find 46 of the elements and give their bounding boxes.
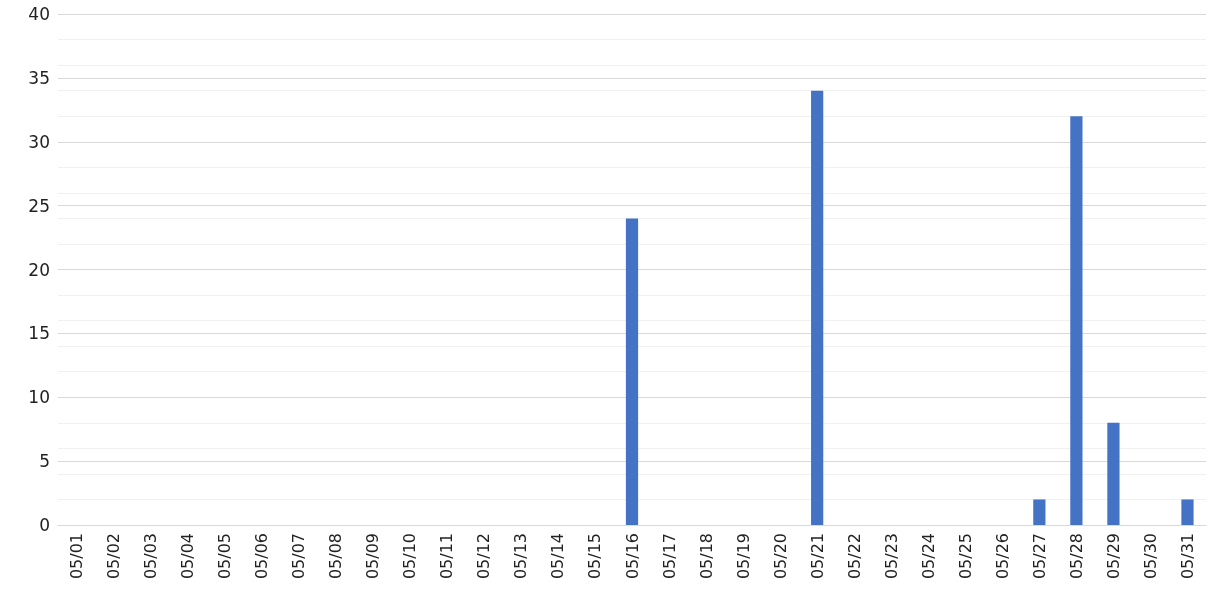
y-tick-label: 0 [39,515,50,535]
y-tick-label: 40 [28,4,50,24]
x-tick-label: 05/03 [141,533,161,580]
x-tick-label: 05/18 [696,533,716,580]
x-tick-label: 05/29 [1103,533,1123,580]
x-tick-label: 05/10 [400,533,420,580]
x-tick-label: 05/28 [1066,533,1086,580]
x-tick-label: 05/22 [844,533,864,580]
x-tick-label: 05/23 [881,533,901,580]
x-tick-label: 05/20 [770,533,790,580]
x-tick-label: 05/05 [215,533,235,580]
x-tick-label: 05/07 [289,533,309,580]
x-tick-label: 05/13 [511,533,531,580]
x-tick-label: 05/30 [1140,533,1160,580]
x-tick-label: 05/19 [733,533,753,580]
x-tick-label: 05/27 [1029,533,1049,580]
x-tick-label: 05/24 [918,533,938,580]
bar [1107,422,1120,525]
x-tick-label: 05/15 [585,533,605,580]
bar [1070,116,1083,525]
bar [1033,499,1046,525]
y-tick-label: 5 [39,451,50,472]
x-tick-label: 05/31 [1177,533,1197,580]
x-tick-label: 05/02 [104,533,124,580]
x-tick-label: 05/26 [992,533,1012,580]
x-tick-label: 05/25 [955,533,975,580]
y-tick-label: 25 [28,195,50,216]
bar [1181,499,1194,525]
x-tick-label: 05/06 [252,533,272,580]
x-tick-label: 05/21 [807,533,827,580]
x-tick-label: 05/08 [326,533,346,580]
bar [625,218,639,525]
y-tick-label: 20 [28,259,50,280]
y-tick-label: 10 [28,387,50,408]
x-tick-label: 05/17 [659,533,679,580]
x-tick-label: 05/11 [437,533,457,580]
x-tick-label: 05/04 [178,533,198,580]
y-tick-label: 30 [28,131,50,152]
x-tick-label: 05/16 [622,533,642,580]
x-tick-label: 05/12 [474,533,494,580]
y-tick-label: 35 [28,67,50,88]
x-tick-label: 05/01 [67,533,87,580]
x-tick-label: 05/09 [363,533,383,580]
x-tick-label: 05/14 [548,533,568,580]
bar [811,90,824,525]
y-tick-label: 15 [28,323,50,344]
